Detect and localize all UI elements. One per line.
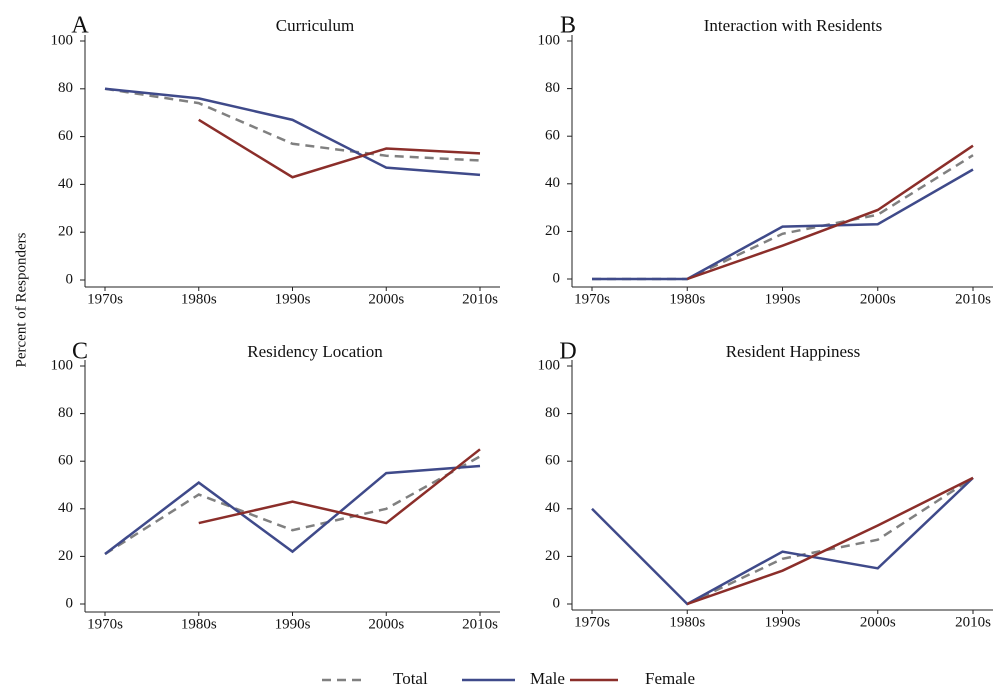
x-tick-label: 2000s <box>368 291 404 307</box>
x-tick-label: 2010s <box>955 614 991 630</box>
series-line <box>592 154 974 281</box>
y-tick-label: 20 <box>545 548 560 564</box>
y-tick-label: 80 <box>58 80 73 96</box>
y-tick-label: 0 <box>66 595 74 611</box>
panel-letter: C <box>72 339 88 365</box>
panel-title: Residency Location <box>247 342 383 361</box>
series-line <box>104 87 481 177</box>
y-tick-label: 60 <box>545 128 560 144</box>
panel-title: Resident Happiness <box>726 342 861 361</box>
y-tick-label: 40 <box>545 500 560 516</box>
y-tick-label: 0 <box>66 271 74 287</box>
y-tick-label: 60 <box>545 453 560 469</box>
panel-letter: D <box>559 339 576 365</box>
legend-label: Total <box>393 669 428 688</box>
x-tick-label: 2000s <box>368 616 404 632</box>
panel-title: Curriculum <box>276 16 354 35</box>
x-tick-label: 2010s <box>462 616 498 632</box>
series-line <box>686 476 974 606</box>
y-tick-label: 100 <box>538 357 561 373</box>
x-tick-label: 1970s <box>574 614 610 630</box>
x-tick-label: 2000s <box>860 291 896 307</box>
x-tick-label: 1990s <box>765 291 801 307</box>
series-line <box>104 464 481 556</box>
legend-label: Female <box>645 669 695 688</box>
y-tick-label: 80 <box>545 80 560 96</box>
y-tick-label: 0 <box>553 595 561 611</box>
x-tick-label: 1990s <box>275 616 311 632</box>
x-tick-label: 2010s <box>955 291 991 307</box>
x-tick-label: 2010s <box>462 291 498 307</box>
y-tick-label: 40 <box>58 176 73 192</box>
x-tick-label: 1970s <box>87 291 123 307</box>
y-tick-label: 0 <box>553 270 561 286</box>
y-tick-label: 60 <box>58 453 73 469</box>
x-tick-label: 1980s <box>669 614 705 630</box>
x-tick-label: 1970s <box>574 291 610 307</box>
series-line <box>686 476 974 606</box>
y-tick-label: 60 <box>58 128 73 144</box>
y-tick-label: 100 <box>538 32 561 48</box>
y-tick-label: 80 <box>545 405 560 421</box>
panel-letter: A <box>71 13 89 39</box>
panel-title: Interaction with Residents <box>704 16 882 35</box>
x-tick-label: 1970s <box>87 616 123 632</box>
legend-label: Male <box>530 669 565 688</box>
y-tick-label: 20 <box>58 548 73 564</box>
y-tick-label: 80 <box>58 405 73 421</box>
series-line <box>198 448 481 525</box>
x-tick-label: 1990s <box>275 291 311 307</box>
y-tick-label: 40 <box>58 500 73 516</box>
y-axis-label: Percent of Responders <box>13 232 29 367</box>
y-tick-label: 100 <box>51 357 74 373</box>
series-line <box>591 476 974 606</box>
series-line <box>198 118 481 179</box>
series-line <box>104 455 481 556</box>
series-line <box>592 168 974 281</box>
series-line <box>104 87 481 162</box>
series-line <box>686 144 974 281</box>
x-tick-label: 2000s <box>860 614 896 630</box>
x-tick-label: 1980s <box>669 291 705 307</box>
y-tick-label: 100 <box>51 32 74 48</box>
x-tick-label: 1990s <box>765 614 801 630</box>
x-tick-label: 1980s <box>181 616 217 632</box>
y-tick-label: 40 <box>545 175 560 191</box>
y-tick-label: 20 <box>58 224 73 240</box>
x-tick-label: 1980s <box>181 291 217 307</box>
y-tick-label: 20 <box>545 223 560 239</box>
panel-letter: B <box>560 13 576 39</box>
